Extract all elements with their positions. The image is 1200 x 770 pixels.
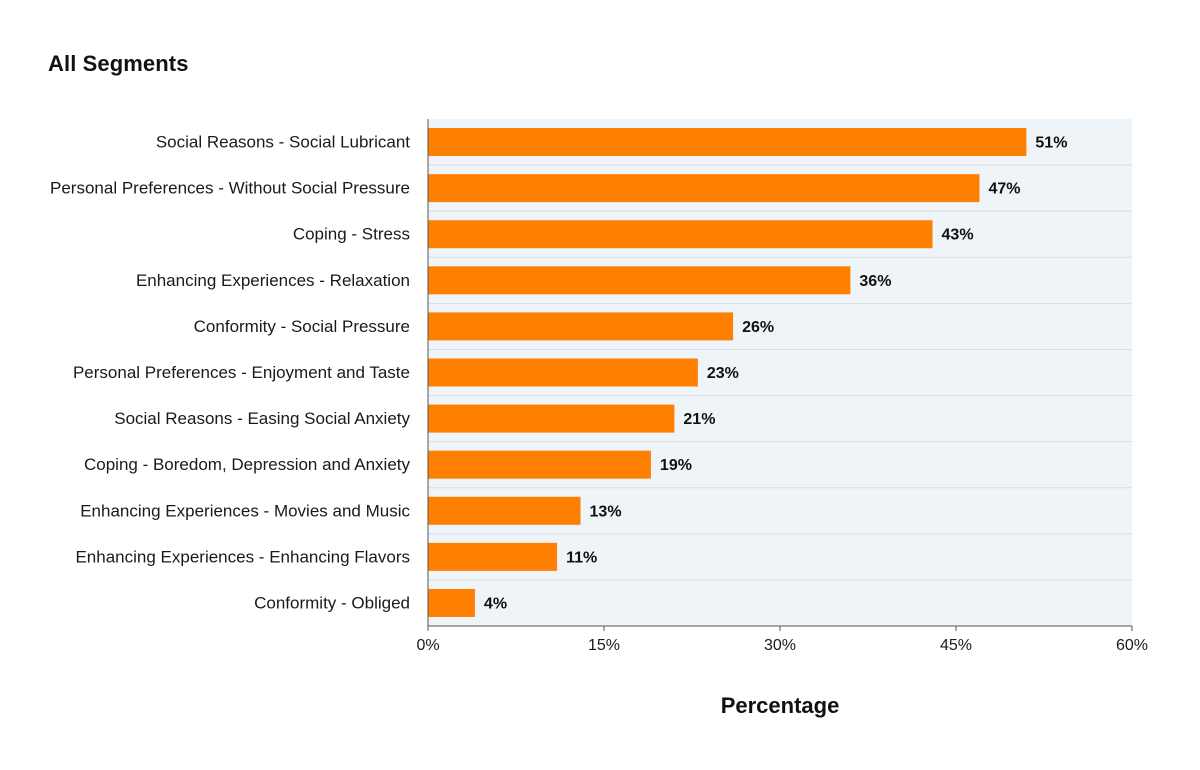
- category-label: Enhancing Experiences - Relaxation: [136, 271, 410, 290]
- bar: [428, 220, 933, 249]
- bar: [428, 312, 734, 341]
- category-label: Social Reasons - Social Lubricant: [156, 133, 410, 152]
- bars: [428, 128, 1027, 617]
- data-label: 11%: [566, 549, 597, 566]
- data-label: 26%: [742, 319, 774, 336]
- gridlines: [428, 164, 1132, 581]
- data-label: 36%: [859, 273, 891, 290]
- bar: [428, 496, 581, 525]
- bar: [428, 128, 1027, 157]
- x-tick-label: 60%: [1116, 637, 1148, 654]
- data-label: 21%: [683, 411, 715, 428]
- data-label: 47%: [988, 181, 1020, 198]
- x-tick-label: 0%: [416, 637, 439, 654]
- category-label: Enhancing Experiences - Enhancing Flavor…: [75, 547, 410, 566]
- data-label: 51%: [1035, 135, 1067, 152]
- category-label: Enhancing Experiences - Movies and Music: [80, 501, 410, 520]
- x-axis-title: Percentage: [721, 693, 840, 718]
- category-label: Coping - Boredom, Depression and Anxiety: [84, 455, 411, 474]
- data-label: 23%: [707, 365, 739, 382]
- category-label: Social Reasons - Easing Social Anxiety: [114, 409, 410, 428]
- bar: [428, 450, 651, 479]
- data-label: 4%: [484, 595, 507, 612]
- x-tick-label: 30%: [764, 637, 796, 654]
- chart-title: All Segments: [48, 51, 189, 76]
- data-label: 43%: [942, 227, 974, 244]
- bar: [428, 404, 675, 433]
- bar: [428, 588, 475, 617]
- x-tick-labels: 0% 15% 30% 45% 60%: [416, 626, 1148, 654]
- bar: [428, 542, 558, 571]
- data-label: 13%: [590, 503, 622, 520]
- bar: [428, 358, 698, 387]
- category-labels: Social Reasons - Social Lubricant Persona…: [50, 133, 410, 613]
- bar: [428, 174, 980, 203]
- x-tick-label: 15%: [588, 637, 620, 654]
- category-label: Personal Preferences - Without Social Pr…: [50, 179, 410, 198]
- data-label: 19%: [660, 457, 692, 474]
- bar: [428, 266, 851, 295]
- category-label: Coping - Stress: [293, 225, 410, 244]
- value-labels: 51% 47% 43% 36% 26% 23% 21% 19% 13% 11% 4%: [484, 135, 1067, 613]
- x-tick-label: 45%: [940, 637, 972, 654]
- category-label: Conformity - Obliged: [254, 593, 410, 612]
- category-label: Personal Preferences - Enjoyment and Tas…: [73, 363, 410, 382]
- category-label: Conformity - Social Pressure: [194, 317, 410, 336]
